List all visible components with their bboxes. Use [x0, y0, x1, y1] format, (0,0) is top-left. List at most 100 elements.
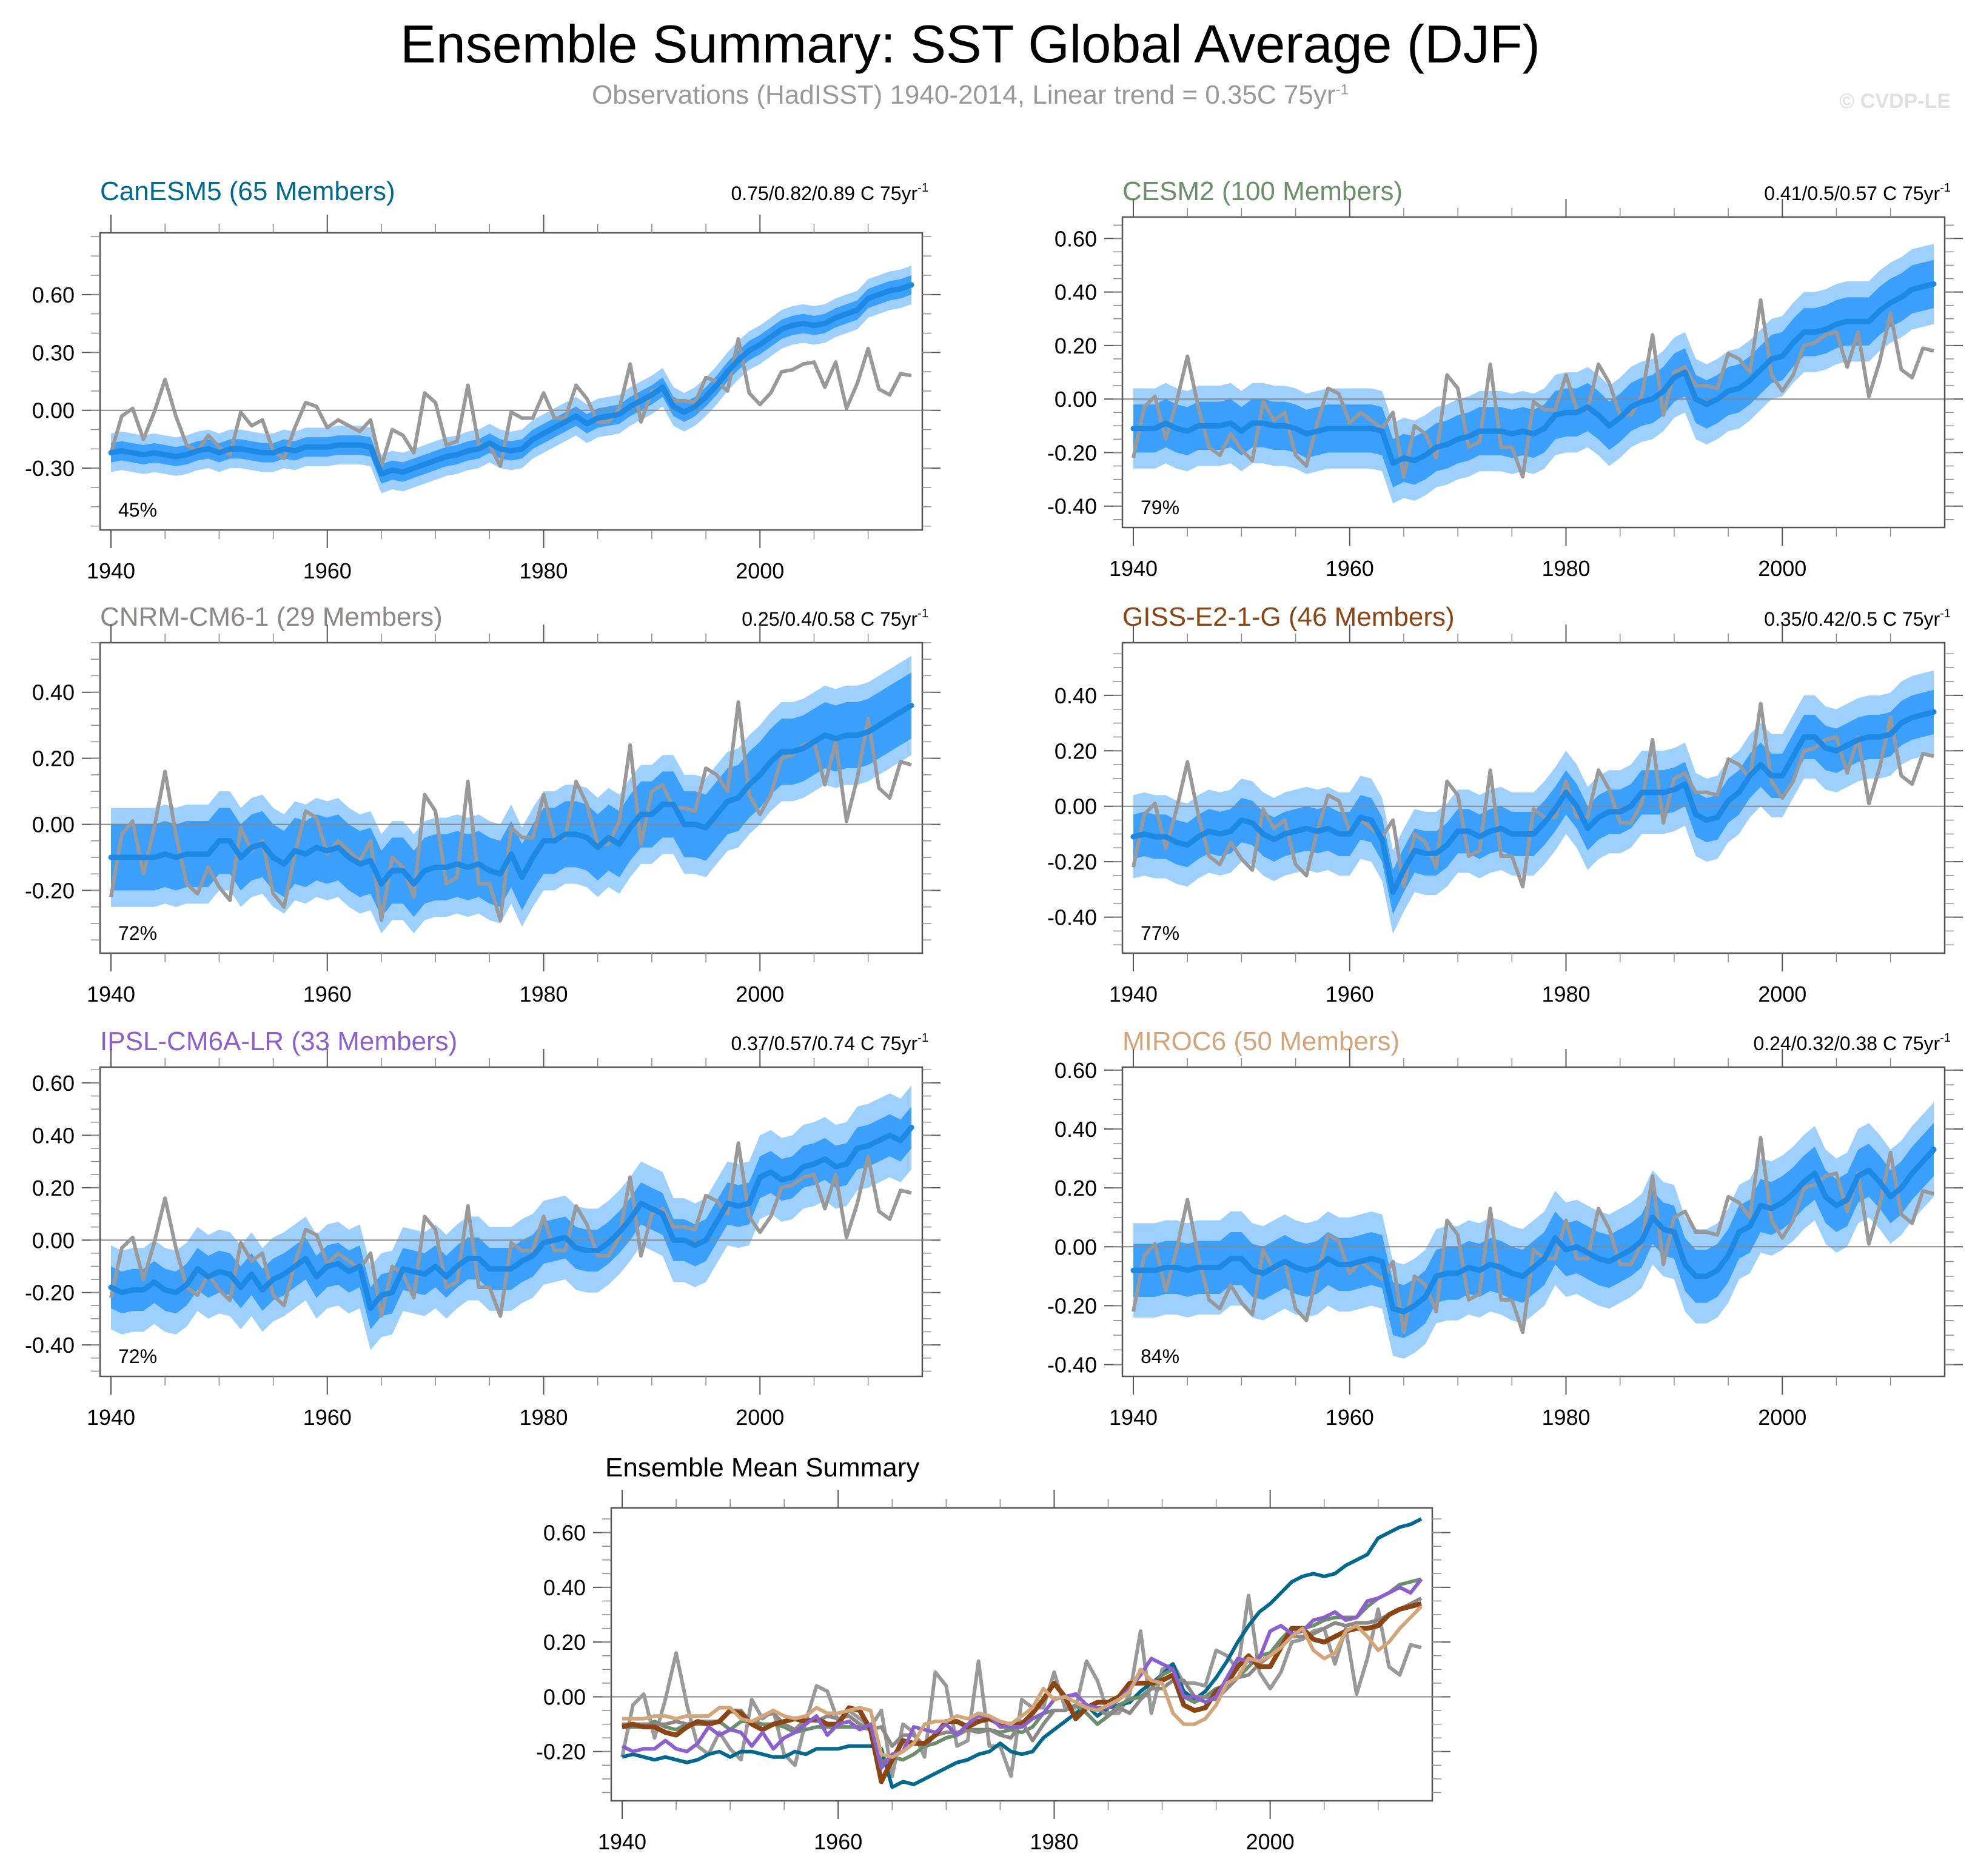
plot-frame — [610, 1507, 1433, 1802]
panel-miroc6: MIROC6 (50 Members) 0.24/0.32/0.38 C 75yr… — [1047, 1027, 1963, 1430]
plot-frame — [99, 642, 924, 954]
x-tick-label: 2000 — [1758, 982, 1806, 1007]
subtitle-superscript: -1 — [1335, 81, 1349, 98]
ensemble-mean-line — [108, 702, 914, 887]
y-tick-label: 0.40 — [1055, 683, 1097, 708]
y-tick-label: 0.60 — [32, 1071, 75, 1096]
y-tick-label: -0.40 — [25, 1333, 75, 1358]
y-tick-label: 0.60 — [32, 283, 75, 307]
ensemble-range-outer-band — [111, 1085, 911, 1350]
y-tick-label: -0.20 — [25, 1281, 75, 1305]
trend-label: 0.37/0.57/0.74 C 75yr-1 — [731, 1031, 928, 1054]
panel-title: MIROC6 (50 Members) — [1122, 1027, 1400, 1056]
ensemble-range-outer-band — [1133, 670, 1934, 934]
y-tick-label: -0.20 — [1047, 849, 1097, 874]
x-tick-label: 1980 — [1030, 1829, 1078, 1854]
ensemble-mean-line — [108, 282, 914, 477]
x-tick-label: 1980 — [1541, 982, 1590, 1007]
y-tick-label: -0.30 — [25, 456, 75, 481]
ensemble-range-inner-band — [1133, 1123, 1934, 1338]
x-tick-label: 1940 — [598, 1829, 646, 1854]
ensemble-mean-line-giss-e2-1-g — [622, 1601, 1422, 1784]
y-tick-label: 0.40 — [1055, 1117, 1097, 1142]
plot-frame — [1121, 642, 1946, 954]
figure-subtitle: Observations (HadISST) 1940-2014, Linear… — [0, 80, 1940, 110]
y-tick-label: 0.40 — [32, 680, 75, 705]
x-tick-label: 1940 — [1109, 556, 1158, 581]
observations-line — [109, 1141, 912, 1318]
trend-label: 0.24/0.32/0.38 C 75yr-1 — [1753, 1031, 1951, 1054]
x-tick-label: 2000 — [736, 558, 784, 583]
y-tick-label: 0.00 — [32, 812, 75, 837]
observations-line — [1132, 1136, 1934, 1335]
y-tick-label: 0.20 — [1055, 739, 1097, 763]
x-tick-label: 1980 — [519, 982, 568, 1007]
y-tick-label: -0.40 — [1047, 1353, 1097, 1378]
y-tick-label: 0.00 — [32, 398, 75, 423]
y-tick-label: 0.60 — [1055, 226, 1097, 251]
percent-rank-label: 77% — [1141, 922, 1179, 944]
y-tick-label: 0.60 — [543, 1521, 586, 1546]
y-tick-label: -0.20 — [25, 879, 75, 903]
ensemble-range-outer-band — [111, 266, 911, 494]
x-tick-label: 1980 — [519, 558, 568, 583]
panel-cnrm-cm6-1: CNRM-CM6-1 (29 Members) 0.25/0.4/0.58 C 7… — [25, 602, 941, 1007]
trend-label: 0.25/0.4/0.58 C 75yr-1 — [742, 607, 928, 630]
x-tick-label: 1980 — [1541, 556, 1590, 581]
ensemble-mean-line-canesm5 — [622, 1517, 1423, 1789]
plot-frame — [1121, 216, 1946, 529]
y-tick-label: 0.20 — [1055, 1176, 1097, 1201]
percent-rank-label: 79% — [1141, 497, 1179, 518]
y-tick-label: 0.00 — [1055, 387, 1097, 412]
ensemble-mean-line-miroc6 — [622, 1605, 1423, 1759]
panel-cesm2: CESM2 (100 Members) 0.41/0.5/0.57 C 75yr-… — [1047, 176, 1963, 581]
y-tick-label: -0.40 — [1047, 494, 1097, 519]
trend-label: 0.35/0.42/0.5 C 75yr-1 — [1764, 607, 1951, 630]
x-tick-label: 1980 — [1541, 1405, 1590, 1430]
observations-line — [109, 700, 912, 922]
y-tick-label: -0.40 — [1047, 905, 1097, 930]
y-tick-label: 0.00 — [1055, 794, 1097, 819]
x-tick-label: 1940 — [87, 558, 135, 583]
percent-rank-label: 72% — [118, 1345, 157, 1367]
y-tick-label: 0.40 — [1055, 280, 1097, 305]
panel-title: CNRM-CM6-1 (29 Members) — [100, 602, 443, 632]
x-tick-label: 2000 — [736, 1405, 784, 1430]
panel-title: CanESM5 (65 Members) — [100, 176, 395, 206]
x-tick-label: 1940 — [87, 1405, 135, 1430]
x-tick-label: 1960 — [1326, 982, 1374, 1007]
y-tick-label: 0.00 — [32, 1228, 75, 1253]
panel-title: Ensemble Mean Summary — [605, 1453, 919, 1482]
x-tick-label: 2000 — [736, 982, 784, 1007]
percent-rank-label: 72% — [118, 922, 157, 944]
y-tick-label: 0.20 — [543, 1630, 586, 1655]
y-tick-label: 0.40 — [32, 1123, 75, 1148]
observations-line — [109, 337, 912, 468]
panel-ensemble: Ensemble Mean Summary -0.20 0.00 0.20 0.40 0.… — [536, 1453, 1450, 1854]
x-tick-label: 1960 — [1326, 1405, 1374, 1430]
panel-title: CESM2 (100 Members) — [1122, 176, 1403, 206]
ensemble-range-outer-band — [1133, 1102, 1934, 1359]
panel-giss-e2-1-g: GISS-E2-1-G (46 Members) 0.35/0.42/0.5 C … — [1047, 602, 1963, 1007]
subtitle-text: Observations (HadISST) 1940-2014, Linear… — [591, 80, 1336, 110]
plot-frame — [1121, 1066, 1946, 1378]
plot-frame — [99, 1066, 924, 1378]
figure-title: Ensemble Summary: SST Global Average (DJ… — [400, 14, 1540, 74]
x-tick-label: 1960 — [303, 982, 352, 1007]
y-tick-label: 0.60 — [1055, 1058, 1097, 1083]
y-tick-label: 0.00 — [543, 1684, 586, 1709]
x-tick-label: 2000 — [1758, 556, 1806, 581]
ensemble-mean-line — [1130, 281, 1937, 466]
ensemble-mean-line-ipsl-cm6a-lr — [621, 1578, 1423, 1770]
x-tick-label: 2000 — [1246, 1829, 1295, 1854]
plot-frame — [99, 232, 924, 531]
x-tick-label: 1940 — [87, 982, 135, 1007]
y-tick-label: 0.30 — [32, 340, 75, 365]
cvdp-watermark: © CVDP-LE — [1839, 90, 1951, 113]
x-tick-label: 1980 — [519, 1405, 568, 1430]
x-tick-label: 1960 — [1326, 556, 1374, 581]
ensemble-mean-line — [1130, 709, 1937, 895]
x-tick-label: 1960 — [814, 1829, 862, 1854]
ensemble-mean-line — [108, 1124, 914, 1312]
